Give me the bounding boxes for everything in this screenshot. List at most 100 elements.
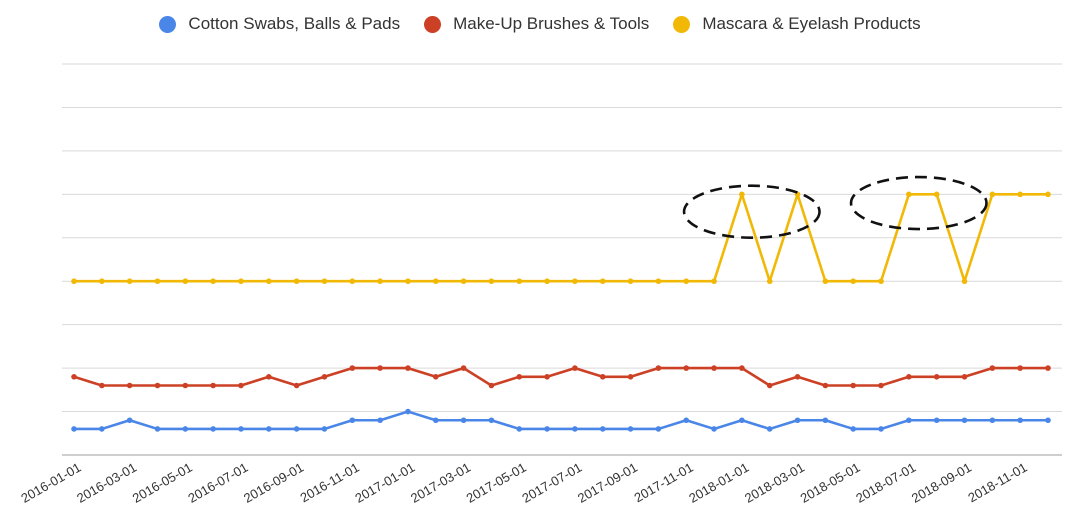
x-tick-label: 2018-07-01 [853,460,918,506]
data-point [961,417,968,424]
data-point [71,278,77,285]
x-tick-label: 2016-03-01 [74,460,139,506]
x-tick-label: 2017-01-01 [352,460,417,506]
data-point [488,278,495,285]
data-point [711,365,717,371]
x-tick-label: 2017-09-01 [575,460,640,506]
data-point [71,374,77,380]
data-point [906,191,912,198]
data-point [683,365,690,371]
x-tick-label: 2018-03-01 [742,460,807,506]
data-point [516,278,523,285]
x-tick-label: 2016-09-01 [241,460,306,506]
data-point [766,382,773,389]
data-point [182,426,189,432]
legend-marker [673,15,691,33]
data-point [822,417,829,424]
data-point [627,278,634,285]
data-point [488,382,495,389]
data-point [878,382,884,389]
data-point [210,278,216,285]
x-tick-label: 2017-07-01 [519,460,584,506]
data-point [405,408,411,415]
data-point [572,278,578,285]
data-point [794,417,801,424]
data-point [599,278,606,285]
data-point [627,426,634,432]
data-point [739,417,745,424]
data-point [238,382,244,389]
data-point [321,426,328,432]
data-point [460,278,467,285]
data-point [377,417,383,424]
legend-item: Make-Up Brushes & Tools [424,14,649,34]
data-point [349,417,356,424]
data-point [961,278,968,285]
data-point [210,426,216,432]
data-point [516,426,523,432]
series-line [74,410,1048,431]
data-point [432,417,439,424]
x-tick-label: 2018-05-01 [798,460,863,506]
data-point [683,278,690,285]
data-point [182,278,189,285]
data-point [989,191,996,198]
legend-item: Cotton Swabs, Balls & Pads [159,14,400,34]
data-point [989,365,996,371]
data-point [154,382,161,389]
legend-label: Make-Up Brushes & Tools [453,14,650,33]
data-point [516,374,523,380]
data-point [405,365,411,371]
data-point [933,417,940,424]
data-point [989,417,996,424]
annotation-ellipse [849,175,988,231]
data-point [1045,417,1051,424]
x-tick-label: 2017-03-01 [408,460,473,506]
data-point [321,278,328,285]
legend-marker [424,15,442,33]
data-point [627,374,634,380]
data-point [544,374,550,380]
x-tick-label: 2016-07-01 [185,460,250,506]
data-point [349,278,356,285]
x-tick-label: 2018-09-01 [909,460,974,506]
data-point [850,426,856,432]
data-point [266,374,272,380]
data-point [544,278,550,285]
data-point [739,365,745,371]
data-point [405,278,411,285]
data-point [1045,191,1051,198]
data-point [822,278,829,285]
data-point [711,426,717,432]
data-point [878,426,884,432]
x-axis-ticks: 2016-01-012016-03-012016-05-012016-07-01… [18,460,1029,506]
x-tick-label: 2018-11-01 [965,460,1029,506]
data-point [126,417,133,424]
data-point [154,278,161,285]
data-point [1017,191,1023,198]
data-point [1017,417,1023,424]
annotation-ellipse [682,184,821,240]
data-point [572,365,578,371]
data-point [99,382,105,389]
data-point [321,374,328,380]
legend-item: Mascara & Eyelash Products [673,14,921,34]
data-point [238,278,244,285]
data-point [655,426,662,432]
data-point [266,278,272,285]
data-point [126,278,133,285]
data-point [99,426,105,432]
data-point [293,382,300,389]
legend-label: Cotton Swabs, Balls & Pads [188,14,401,33]
x-tick-label: 2016-01-01 [18,460,83,506]
chart-legend: Cotton Swabs, Balls & Pads Make-Up Brushe… [0,14,1080,34]
data-point [293,426,300,432]
legend-marker [159,15,177,33]
data-point [99,278,105,285]
data-point [210,382,216,389]
series-line [73,366,1048,387]
data-point [182,382,189,389]
series-lines [71,191,1051,432]
data-point [1045,365,1051,371]
data-point [906,374,912,380]
